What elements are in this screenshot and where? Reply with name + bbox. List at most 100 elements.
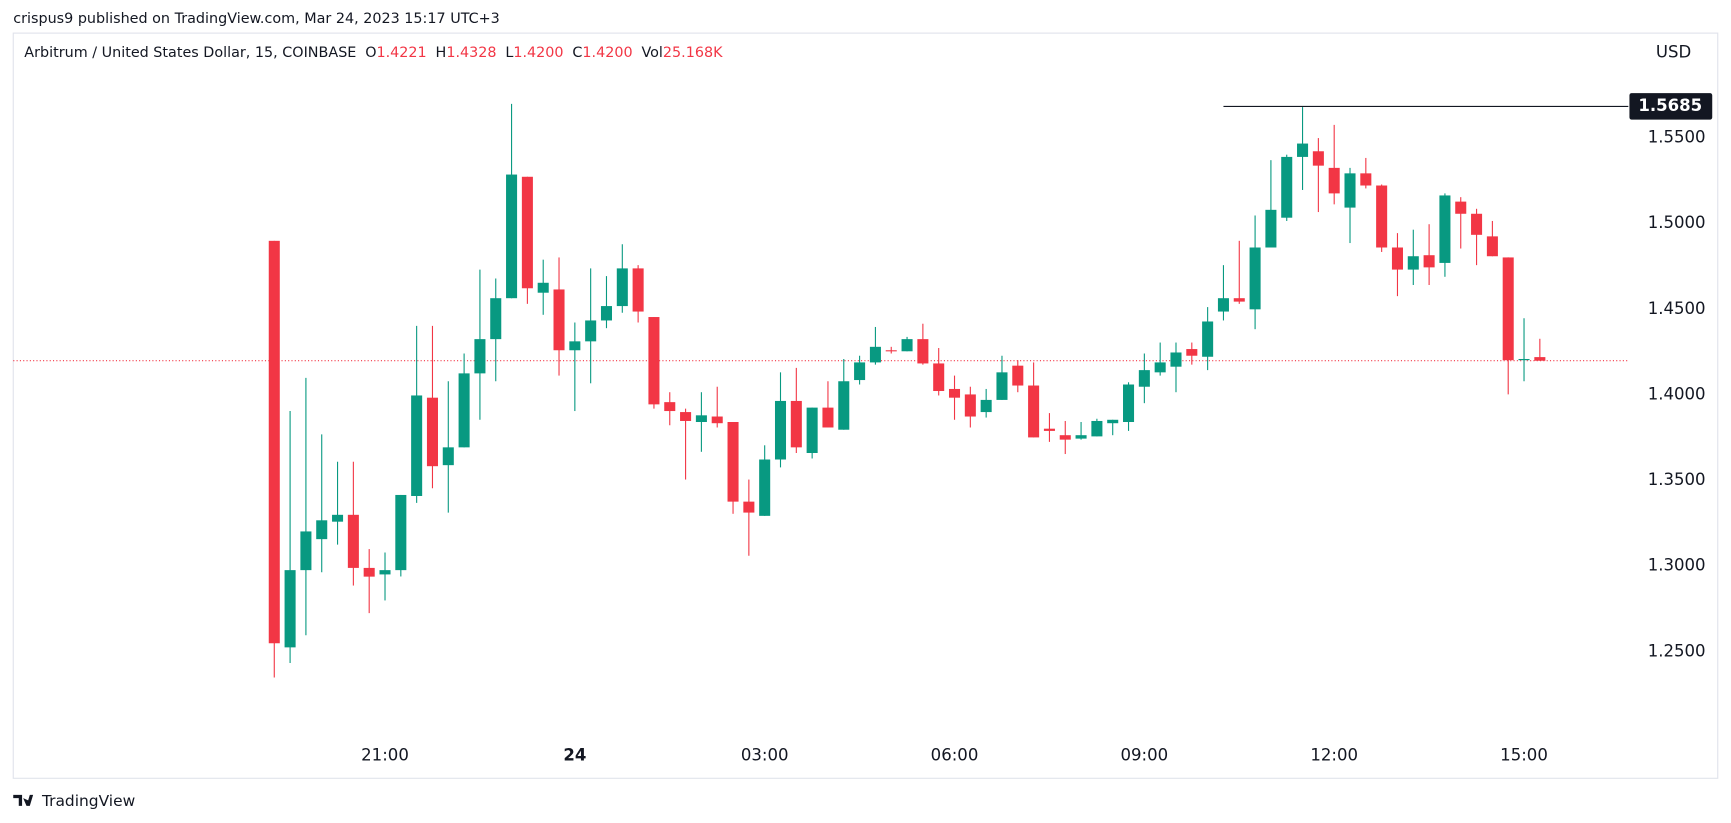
legend-value: 1.4221 <box>376 45 426 61</box>
candle-body <box>411 395 423 496</box>
candle-body <box>1043 428 1055 431</box>
y-tick-label: 1.4000 <box>1648 384 1706 403</box>
y-tick-label: 1.5000 <box>1648 213 1706 232</box>
published-note: crispus9 published on TradingView.com, M… <box>13 11 500 27</box>
candle-body <box>1407 256 1419 270</box>
candle-body <box>1059 435 1071 440</box>
candle-body <box>901 339 913 352</box>
candle-body <box>1471 213 1483 235</box>
candle-body <box>1154 362 1166 373</box>
candle-body <box>822 407 834 428</box>
legend-value: 1.4328 <box>446 45 496 61</box>
chart-frame <box>12 32 1719 779</box>
candle-body <box>869 346 881 363</box>
candle-body <box>316 520 328 540</box>
candle-body <box>790 400 802 448</box>
candle-body <box>458 373 470 448</box>
candle-body <box>1486 236 1498 257</box>
candle-body <box>537 282 549 293</box>
candle-body <box>569 341 581 351</box>
symbol-title: Arbitrum / United States Dollar, 15, COI… <box>24 45 356 61</box>
candle-body <box>395 494 407 571</box>
candle-body <box>442 447 454 466</box>
candle-body <box>980 399 992 413</box>
x-tick-label: 15:00 <box>1500 746 1548 765</box>
candle-body <box>585 320 597 342</box>
candle-body <box>1344 173 1356 208</box>
candle-body <box>1281 156 1293 218</box>
candle-body <box>1091 420 1103 437</box>
candle-body <box>1360 173 1372 186</box>
candle-body <box>1075 435 1087 439</box>
candle-body <box>996 372 1008 400</box>
x-tick-label: 09:00 <box>1121 746 1169 765</box>
y-tick-label: 1.4500 <box>1648 299 1706 318</box>
candle-body <box>1376 185 1388 248</box>
x-tick-label: 06:00 <box>931 746 979 765</box>
candle-body <box>854 362 866 381</box>
candle-body <box>933 363 945 392</box>
price-tag <box>1629 93 1713 120</box>
legend-label: H <box>436 45 447 61</box>
legend-label: C <box>572 45 582 61</box>
candle-body <box>727 422 739 502</box>
candle-body <box>1233 298 1245 302</box>
candle-body <box>300 531 312 571</box>
candle-body <box>347 514 359 568</box>
candle-body <box>268 240 280 644</box>
legend-label: Vol <box>641 45 662 61</box>
candle-body <box>664 402 676 412</box>
candle-body <box>1012 365 1024 386</box>
candle-body <box>426 397 438 467</box>
candle-body <box>680 412 692 421</box>
candle-body <box>1170 352 1182 367</box>
candle-body <box>695 415 707 423</box>
candle-body <box>379 570 391 575</box>
candle-body <box>632 268 644 312</box>
x-tick-label: 12:00 <box>1310 746 1358 765</box>
candle-body <box>838 381 850 430</box>
candle-body <box>1123 384 1135 423</box>
candle-body <box>711 416 723 424</box>
candle-body <box>885 350 897 352</box>
y-tick-label: 1.3000 <box>1648 556 1706 575</box>
candle-body <box>553 289 565 351</box>
candle-body <box>1028 385 1040 438</box>
candle-body <box>1518 358 1530 361</box>
candle-body <box>1202 321 1214 357</box>
candle-body <box>1312 151 1324 166</box>
candle-body <box>506 174 518 299</box>
candle-body <box>648 317 660 405</box>
y-tick-label: 1.2500 <box>1648 641 1706 660</box>
candle-body <box>1265 209 1277 248</box>
x-tick-label: 21:00 <box>361 746 409 765</box>
x-tick-label: 24 <box>563 746 586 765</box>
x-tick-label: 03:00 <box>741 746 789 765</box>
candle-body <box>1502 257 1514 361</box>
candle-body <box>759 459 771 516</box>
legend-value: 25.168K <box>663 45 723 61</box>
candle-body <box>1423 255 1435 268</box>
candle-body <box>616 268 628 307</box>
candle-body <box>1186 349 1198 356</box>
y-tick-label: 1.3500 <box>1648 470 1706 489</box>
legend-value: 1.4200 <box>582 45 632 61</box>
candle-body <box>332 514 344 522</box>
candle-body <box>600 306 613 321</box>
candle-body <box>284 570 296 648</box>
legend-label: O <box>365 45 376 61</box>
candle-body <box>948 388 961 398</box>
footer-brand: TradingView <box>41 792 135 810</box>
candle-body <box>363 567 375 577</box>
candle-body <box>806 407 818 454</box>
candle-body <box>1138 370 1150 387</box>
candle-body <box>964 394 976 417</box>
candle-body <box>1534 357 1546 361</box>
price-tag-label: 1.5685 <box>1638 96 1702 115</box>
candle-body <box>521 176 533 289</box>
tradingview-logo <box>13 794 34 806</box>
candle-body <box>1328 167 1340 194</box>
candle-body <box>1297 143 1309 157</box>
y-axis-label: USD <box>1656 42 1691 61</box>
